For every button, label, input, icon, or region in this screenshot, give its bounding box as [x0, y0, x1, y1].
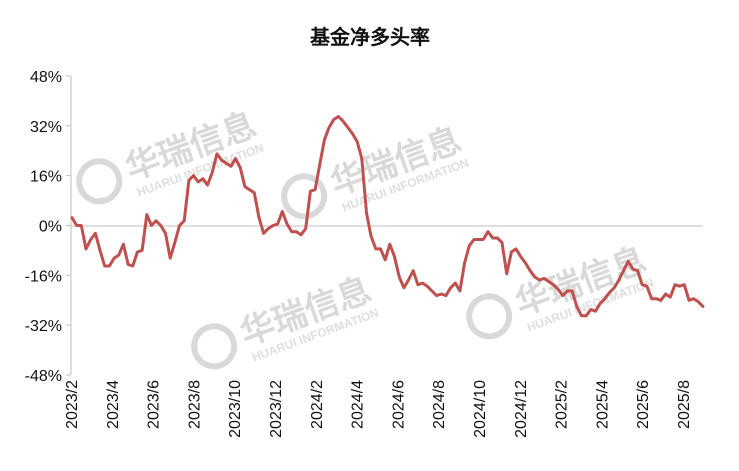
y-tick-label: 0% — [39, 219, 62, 236]
x-tick-label: 2023/2 — [64, 380, 81, 429]
y-axis-tick-marks — [66, 75, 71, 376]
x-tick-label: 2025/4 — [594, 380, 611, 429]
x-tick-label: 2023/8 — [186, 380, 203, 429]
y-tick-label: 16% — [30, 169, 62, 186]
x-tick-label: 2024/8 — [431, 380, 448, 429]
watermark-logo-icon — [281, 173, 328, 220]
x-tick-label: 2023/10 — [227, 380, 244, 438]
x-tick-label: 2023/12 — [268, 380, 285, 438]
watermark-logo-icon — [191, 323, 238, 370]
series-line-net-long-ratio — [70, 115, 705, 318]
y-tick-label: 32% — [30, 119, 62, 136]
watermark-logo-icon — [76, 158, 123, 205]
x-tick-label: 2024/6 — [390, 380, 407, 429]
chart-title: 基金净多头率 — [310, 25, 430, 49]
x-tick-label: 2024/2 — [309, 380, 326, 429]
y-tick-label: -48% — [25, 368, 62, 385]
x-axis-ticks: 2023/2 2023/4 2023/6 2023/8 2023/10 2023/12 20… — [64, 380, 693, 438]
x-tick-label: 2024/4 — [350, 380, 367, 429]
y-tick-label: 48% — [30, 69, 62, 86]
x-tick-label: 2024/10 — [472, 380, 489, 438]
y-tick-label: -32% — [25, 318, 62, 335]
watermark-logo-icon — [466, 293, 513, 340]
x-tick-label: 2024/12 — [513, 380, 530, 438]
x-tick-label: 2023/6 — [146, 380, 163, 429]
x-tick-label: 2023/4 — [105, 380, 122, 429]
y-axis-ticks: 48% 32% 16% 0% -16% -32% -48% — [25, 69, 62, 385]
y-tick-label: -16% — [25, 268, 62, 285]
x-tick-label: 2025/2 — [554, 380, 571, 429]
x-tick-label: 2025/8 — [676, 380, 693, 429]
x-tick-label: 2025/6 — [635, 380, 652, 429]
